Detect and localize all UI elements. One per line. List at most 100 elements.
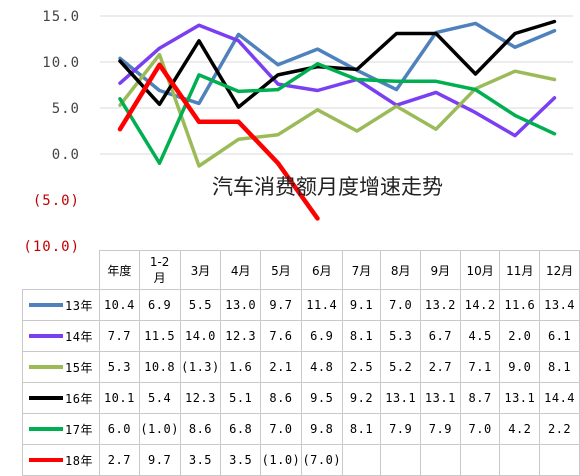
data-label: 13.4 [539, 289, 580, 321]
y-tick-label: 15.0 [42, 9, 80, 25]
y-tick-label: (5.0) [33, 193, 80, 209]
data-label: 6.9 [138, 289, 181, 321]
table-header-cell: 10月 [459, 250, 501, 290]
chart-title: 汽车消费额月度增速走势 [212, 175, 443, 199]
data-label: (7.0) [300, 444, 343, 476]
data-label: 13.0 [220, 289, 262, 321]
y-tick-label: 5.0 [52, 101, 80, 117]
data-label: 5.1 [220, 382, 262, 414]
data-label: 7.9 [380, 413, 422, 445]
data-label: 4.8 [300, 351, 343, 383]
series-legend-cell: 17年 [21, 413, 101, 445]
y-tick-label: 10.0 [42, 55, 80, 71]
series-name: 14年 [65, 329, 93, 344]
series-legend-cell: 18年 [21, 444, 101, 476]
table-header-cell: 7月 [341, 250, 382, 290]
data-label: 8.1 [341, 320, 382, 352]
series-line-3 [118, 52, 557, 168]
table-row: 18年 2.7 9.7 3.5 3.5 (1.0) (7.0) [21, 444, 580, 476]
data-label: 8.6 [260, 382, 302, 414]
data-label: 8.1 [539, 351, 580, 383]
legend-key [29, 396, 64, 400]
data-label: 2.7 [420, 351, 461, 383]
data-label: 7.7 [99, 320, 140, 352]
data-label: 12.3 [179, 382, 222, 414]
data-label: 4.2 [499, 413, 541, 445]
data-label: 9.7 [138, 444, 181, 476]
data-label: 1.6 [220, 351, 262, 383]
series-legend-cell: 14年 [21, 320, 101, 352]
y-tick-label: (10.0) [23, 239, 80, 255]
data-label: 6.9 [300, 320, 343, 352]
legend-key [29, 334, 64, 338]
table-row: 16年 10.1 5.4 12.3 5.1 8.6 9.5 9.2 13.1 13.1 8.7 13.… [21, 382, 580, 414]
table-header-cell: 11月 [499, 250, 541, 290]
data-label: 2.1 [260, 351, 302, 383]
series-line-5 [118, 62, 557, 165]
series-name: 16年 [65, 391, 93, 406]
data-label: 6.0 [99, 413, 140, 445]
data-label: 7.0 [260, 413, 302, 445]
series-name: 17年 [65, 422, 93, 437]
legend-key [29, 458, 64, 462]
data-label: 7.6 [260, 320, 302, 352]
data-label [380, 444, 422, 476]
data-label: 9.5 [300, 382, 343, 414]
table-row: 15年 5.3 10.8 (1.3) 1.6 2.1 4.8 2.5 5.2 2.7 7.1 9.0 8… [21, 351, 580, 383]
data-label: 6.1 [539, 320, 580, 352]
data-label: 4.5 [459, 320, 501, 352]
legend-key [29, 427, 64, 431]
y-tick-label: 0.0 [52, 147, 80, 163]
data-label: 7.1 [459, 351, 501, 383]
data-label: 13.1 [380, 382, 422, 414]
table-header-cell: 9月 [420, 250, 461, 290]
data-label [459, 444, 501, 476]
y-axis: 15.0 10.0 5.0 0.0 (5.0) (10.0) [23, 9, 80, 255]
data-label [420, 444, 461, 476]
series-name: 18年 [65, 453, 93, 468]
data-label: 3.5 [220, 444, 262, 476]
table-row: 17年 6.0 (1.0) 8.6 6.8 7.0 9.8 8.1 7.9 7.9 7.0 4.2 2.… [21, 413, 580, 445]
table-header-cell: 6月 [300, 250, 343, 290]
data-label: 5.3 [99, 351, 140, 383]
table-corner [23, 251, 100, 290]
data-label: 11.4 [300, 289, 343, 321]
series-line-4 [118, 19, 557, 109]
series-lines [117, 19, 557, 221]
data-label: 9.8 [300, 413, 343, 445]
table-header-cell: 12月 [539, 250, 580, 290]
data-label: 3.5 [179, 444, 222, 476]
data-label: 10.1 [99, 382, 140, 414]
data-label: 10.8 [138, 351, 181, 383]
table-row: 14年 7.7 11.5 14.0 12.3 7.6 6.9 8.1 5.3 6.7 4.5 2.0 6… [21, 320, 580, 352]
table-header-cell: 年度 [99, 250, 140, 290]
data-label: 13.1 [499, 382, 541, 414]
data-label: 5.3 [380, 320, 422, 352]
data-label: 14.4 [539, 382, 580, 414]
data-label: 14.0 [179, 320, 222, 352]
data-label: (1.0) [260, 444, 302, 476]
data-label: 7.0 [459, 413, 501, 445]
data-label: 6.8 [220, 413, 262, 445]
data-label: 2.7 [99, 444, 140, 476]
series-name: 15年 [65, 360, 93, 375]
table-header-cell: 4月 [220, 250, 262, 290]
data-label: 13.2 [420, 289, 461, 321]
legend-key [29, 303, 64, 307]
table-header-cell: 5月 [260, 250, 302, 290]
data-label: 7.9 [420, 413, 461, 445]
data-label: 7.0 [380, 289, 422, 321]
data-label: 2.0 [499, 320, 541, 352]
data-label: (1.0) [138, 413, 181, 445]
series-line-1 [118, 21, 557, 106]
data-label: 12.3 [220, 320, 262, 352]
data-label: 14.2 [459, 289, 501, 321]
series-legend-cell: 13年 [21, 289, 101, 321]
data-label [539, 444, 580, 476]
data-label: 9.2 [341, 382, 382, 414]
data-label: 2.2 [539, 413, 580, 445]
data-label: 8.7 [459, 382, 501, 414]
series-line-2 [118, 23, 557, 138]
data-label: 10.4 [99, 289, 140, 321]
legend-key [29, 365, 64, 369]
